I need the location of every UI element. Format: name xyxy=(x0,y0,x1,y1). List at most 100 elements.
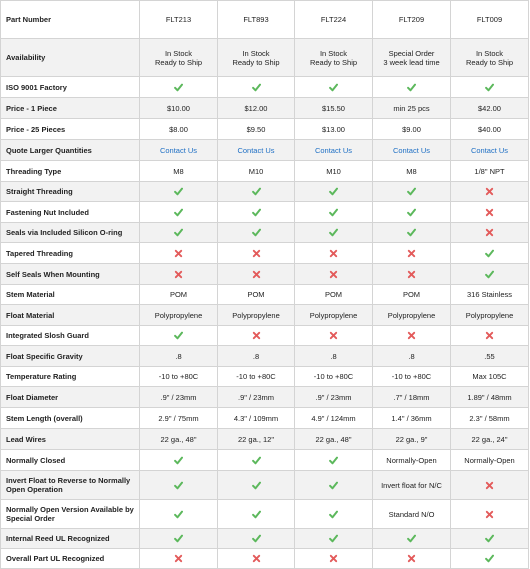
check-icon xyxy=(251,83,261,92)
table-row: Stem Material POM POM POM POM 316 Stainless xyxy=(0,284,529,305)
check-icon xyxy=(407,187,416,196)
table-cell xyxy=(217,263,295,285)
table-cell xyxy=(294,181,373,202)
table-cell xyxy=(139,263,218,285)
cell-line: Ready to Ship xyxy=(154,57,203,67)
cross-icon xyxy=(485,229,494,237)
table-cell: Max 105C xyxy=(450,366,529,387)
table-cell xyxy=(372,181,451,202)
table-row: Stem Length (overall) 2.9" / 75mm 4.3" / 1… xyxy=(0,407,529,429)
table-row: Float Diameter .9" / 23mm .9" / 23mm .9" / … xyxy=(0,386,529,408)
row-label: Self Seals When Mounting xyxy=(0,263,140,285)
contact-us-link[interactable]: Contact Us xyxy=(314,145,353,155)
contact-us-link[interactable]: Contact Us xyxy=(470,145,509,155)
table-cell xyxy=(294,325,373,346)
check-icon xyxy=(329,228,338,237)
table-cell xyxy=(217,548,295,569)
table-cell: $10.00 xyxy=(139,97,218,119)
check-icon xyxy=(251,208,261,217)
part-number-flt893: FLT893 xyxy=(217,0,295,39)
cross-icon xyxy=(329,270,338,278)
cell-line: In Stock xyxy=(475,48,504,58)
table-cell xyxy=(217,201,295,223)
row-label: Seals via Included Silicon O-ring xyxy=(0,222,140,243)
cell-line: Special Order xyxy=(388,48,435,58)
table-row: Price - 25 Pieces $8.00 $9.50 $13.00 $9.00 $4… xyxy=(0,118,529,140)
table-cell: .9" / 23mm xyxy=(217,386,295,408)
table-cell xyxy=(139,325,218,346)
cross-icon xyxy=(485,332,494,340)
table-cell: POM xyxy=(217,284,295,305)
cell-line: Ready to Ship xyxy=(465,57,514,67)
check-icon xyxy=(407,208,416,217)
table-cell xyxy=(217,222,295,243)
table-cell xyxy=(294,76,373,98)
contact-us-link[interactable]: Contact Us xyxy=(237,145,275,155)
contact-us-link[interactable]: Contact Us xyxy=(392,145,431,155)
cross-icon xyxy=(407,332,416,340)
table-row: Availability In Stock Ready to Ship In Stoc… xyxy=(0,38,529,77)
row-label: Price - 25 Pieces xyxy=(0,118,140,140)
table-cell xyxy=(139,470,218,500)
table-cell: Invert float for N/C xyxy=(372,470,451,500)
table-cell xyxy=(217,181,295,202)
row-label: ISO 9001 Factory xyxy=(0,76,140,98)
check-icon xyxy=(329,534,338,543)
check-icon xyxy=(251,510,261,519)
table-cell: POM xyxy=(139,284,218,305)
cell-line: In Stock xyxy=(242,48,270,58)
check-icon xyxy=(174,187,183,196)
table-cell: Contact Us xyxy=(139,139,218,161)
check-icon xyxy=(174,228,183,237)
table-cell xyxy=(139,222,218,243)
table-row: Tapered Threading xyxy=(0,242,529,264)
table-row: Quote Larger Quantities Contact Us Contact… xyxy=(0,139,529,161)
table-row: Seals via Included Silicon O-ring xyxy=(0,222,529,243)
cross-icon xyxy=(252,249,260,257)
table-cell xyxy=(372,325,451,346)
header-label: Part Number xyxy=(0,0,140,39)
table-cell: 316 Stainless xyxy=(450,284,529,305)
table-cell: Polypropylene xyxy=(450,304,529,326)
table-cell xyxy=(372,76,451,98)
check-icon xyxy=(407,83,416,92)
table-row: Internal Reed UL Recognized xyxy=(0,528,529,549)
row-label: Internal Reed UL Recognized xyxy=(0,528,140,549)
row-label: Normally Open Version Available by Speci… xyxy=(0,499,140,529)
table-cell xyxy=(450,499,529,529)
cross-icon xyxy=(485,481,494,489)
part-number-flt224: FLT224 xyxy=(294,0,373,39)
table-cell xyxy=(139,242,218,264)
table-cell xyxy=(294,263,373,285)
table-cell xyxy=(294,222,373,243)
table-cell: M8 xyxy=(372,160,451,182)
cell-line: Ready to Ship xyxy=(232,57,280,67)
table-cell: $15.50 xyxy=(294,97,373,119)
table-cell xyxy=(217,76,295,98)
cross-icon xyxy=(407,270,416,278)
table-cell xyxy=(294,242,373,264)
table-cell: M10 xyxy=(217,160,295,182)
table-cell: -10 to +80C xyxy=(139,366,218,387)
table-cell: 1/8" NPT xyxy=(450,160,529,182)
table-cell xyxy=(294,528,373,549)
table-cell: 2.3" / 58mm xyxy=(450,407,529,429)
table-cell: Polypropylene xyxy=(372,304,451,326)
table-cell: -10 to +80C xyxy=(217,366,295,387)
check-icon xyxy=(329,510,338,519)
table-cell xyxy=(450,242,529,264)
table-cell xyxy=(139,499,218,529)
table-cell xyxy=(217,242,295,264)
contact-us-link[interactable]: Contact Us xyxy=(159,145,198,155)
part-number-flt009: FLT009 xyxy=(450,0,529,39)
row-label: Stem Material xyxy=(0,284,140,305)
table-row: Float Specific Gravity .8.8.8.8.55 xyxy=(0,345,529,367)
row-label: Tapered Threading xyxy=(0,242,140,264)
cell-line: In Stock xyxy=(164,48,193,58)
check-icon xyxy=(329,481,338,490)
table-cell: .55 xyxy=(450,345,529,367)
table-cell: .7" / 18mm xyxy=(372,386,451,408)
table-cell: 22 ga., 9" xyxy=(372,428,451,450)
